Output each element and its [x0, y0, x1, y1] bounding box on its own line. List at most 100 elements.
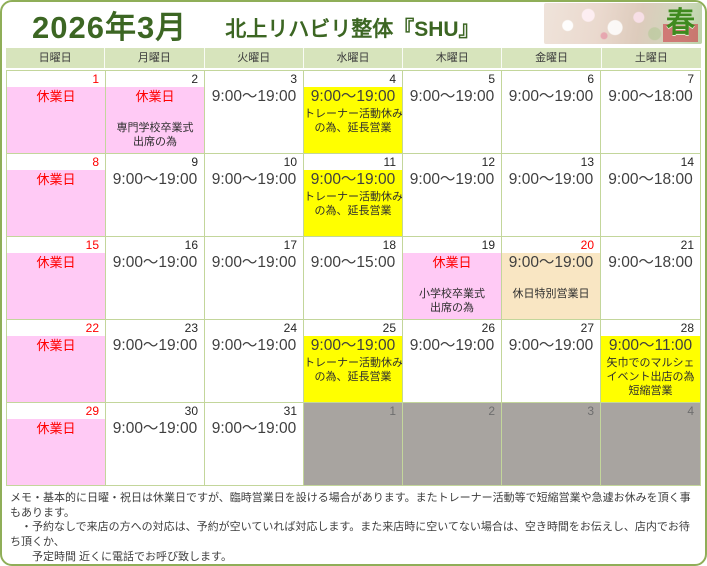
calendar-day-cell: 6 9:00～19:00	[502, 71, 601, 153]
date-number: 15	[85, 238, 99, 252]
closed-label: 休業日	[36, 338, 76, 353]
calendar-day-cell: 4	[601, 403, 700, 485]
date-number: 1	[389, 404, 396, 418]
day-cell-content: 9:00～11:00 矢巾でのマルシェ イベント出店の為 短縮営業	[601, 336, 700, 402]
day-cell-content: 9:00～19:00	[502, 87, 600, 153]
calendar-day-cell: 2	[403, 403, 502, 485]
day-header-cell: 木曜日	[403, 48, 503, 68]
day-header-cell: 水曜日	[304, 48, 404, 68]
date-number: 3	[290, 72, 297, 86]
day-cell-content: 9:00～15:00	[304, 253, 402, 319]
calendar-week-row: 15 休業日 16 9:00～19:00 17 9:00～19:00 18 9:00～15:0…	[7, 236, 700, 319]
calendar-day-cell: 18 9:00～15:00	[304, 237, 403, 319]
date-number: 29	[85, 404, 99, 418]
business-hours: 9:00～19:00	[211, 337, 297, 354]
date-number: 9	[191, 155, 198, 169]
date-number: 4	[687, 404, 694, 418]
date-number: 31	[283, 404, 297, 418]
day-cell-content: 9:00～19:00	[502, 170, 600, 236]
calendar-day-cell: 17 9:00～19:00	[205, 237, 304, 319]
day-cell-content: 9:00～18:00	[601, 253, 700, 319]
calendar-day-cell: 10 9:00～19:00	[205, 154, 304, 236]
clinic-title: 北上リハビリ整体『SHU』	[225, 17, 480, 41]
business-hours: 9:00～19:00	[211, 254, 297, 271]
business-hours: 9:00～18:00	[608, 254, 693, 271]
calendar-day-cell: 9 9:00～19:00	[106, 154, 205, 236]
date-number: 22	[85, 321, 99, 335]
date-number: 10	[283, 155, 297, 169]
day-cell-content: 休業日 小学校卒業式 出席の為	[403, 253, 501, 319]
business-hours: 9:00～15:00	[310, 254, 396, 271]
memo-line: ・予約なしで来店の方への対応は、予約が空いていれば対応します。また来店時に空いて…	[10, 521, 690, 548]
business-hours: 9:00～19:00	[211, 171, 297, 188]
business-hours: 9:00～19:00	[112, 337, 198, 354]
calendar-day-cell: 27 9:00～19:00	[502, 320, 601, 402]
day-note: トレーナー活動休み	[304, 107, 402, 120]
day-note: 専門学校卒業式	[116, 122, 194, 135]
day-cell-content: 9:00～19:00	[106, 336, 204, 402]
date-number: 13	[580, 155, 594, 169]
day-cell-content: 9:00～19:00	[502, 336, 600, 402]
day-cell-content: 9:00～19:00	[106, 419, 204, 485]
spring-kanji: 春	[662, 4, 698, 42]
day-note: の為、延長営業	[314, 370, 392, 383]
day-cell-content: 9:00～19:00 トレーナー活動休み の為、延長営業	[304, 87, 402, 153]
calendar-day-cell: 30 9:00～19:00	[106, 403, 205, 485]
date-number: 30	[184, 404, 198, 418]
calendar-day-cell: 24 9:00～19:00	[205, 320, 304, 402]
day-note: トレーナー活動休み	[304, 356, 402, 369]
date-number: 2	[191, 72, 198, 86]
day-cell-content: 9:00～19:00	[205, 419, 303, 485]
day-cell-content: 9:00～18:00	[601, 170, 700, 236]
closed-label: 休業日	[36, 89, 76, 104]
day-cell-content: 9:00～19:00	[205, 336, 303, 402]
day-header-cell: 月曜日	[105, 48, 205, 68]
day-header-cell: 日曜日	[6, 48, 106, 68]
calendar-day-cell: 3	[502, 403, 601, 485]
date-number: 5	[488, 72, 495, 86]
date-number: 7	[687, 72, 694, 86]
calendar-day-cell: 3 9:00～19:00	[205, 71, 304, 153]
calendar-day-cell: 1	[304, 403, 403, 485]
calendar-day-cell: 13 9:00～19:00	[502, 154, 601, 236]
day-note: の為、延長営業	[314, 121, 392, 134]
business-hours: 9:00～19:00	[508, 337, 594, 354]
business-hours: 9:00～19:00	[112, 420, 198, 437]
day-cell-content	[304, 419, 402, 485]
calendar-day-cell: 5 9:00～19:00	[403, 71, 502, 153]
date-number: 3	[587, 404, 594, 418]
date-number: 2	[488, 404, 495, 418]
day-cell-content: 休業日	[7, 336, 105, 402]
calendar-day-cell: 12 9:00～19:00	[403, 154, 502, 236]
calendar-day-cell: 19 休業日 小学校卒業式 出席の為	[403, 237, 502, 319]
day-note: 矢巾でのマルシェ	[606, 356, 695, 369]
date-number: 17	[283, 238, 297, 252]
date-number: 4	[389, 72, 396, 86]
day-cell-content: 休業日	[7, 87, 105, 153]
day-cell-content: 9:00～19:00	[403, 87, 501, 153]
date-number: 20	[580, 238, 594, 252]
calendar-week-row: 29 休業日 30 9:00～19:00 31 9:00～19:00 1 2 3 4	[7, 402, 700, 485]
date-number: 8	[92, 155, 99, 169]
day-cell-content: 9:00～19:00 トレーナー活動休み の為、延長営業	[304, 170, 402, 236]
day-cell-content	[601, 419, 700, 485]
calendar-day-cell: 29 休業日	[7, 403, 106, 485]
day-cell-content	[502, 419, 600, 485]
day-note: トレーナー活動休み	[304, 190, 402, 203]
business-hours: 9:00～19:00	[508, 254, 594, 271]
day-header-cell: 金曜日	[502, 48, 602, 68]
calendar-day-cell: 1 休業日	[7, 71, 106, 153]
day-note: 小学校卒業式	[419, 288, 485, 301]
calendar-day-cell: 4 9:00～19:00 トレーナー活動休み の為、延長営業	[304, 71, 403, 153]
day-note: 出席の為	[133, 136, 177, 149]
business-hours: 9:00～19:00	[409, 337, 495, 354]
business-hours: 9:00～18:00	[608, 171, 693, 188]
closed-label: 休業日	[36, 255, 76, 270]
month-title: 2026年3月	[32, 10, 188, 45]
closed-label: 休業日	[135, 89, 175, 104]
date-number: 25	[382, 321, 396, 335]
day-note: 休日特別営業日	[512, 287, 590, 300]
memo-line: 予定時間 近くに電話でお呼び致します。	[10, 550, 232, 563]
date-number: 14	[680, 155, 694, 169]
